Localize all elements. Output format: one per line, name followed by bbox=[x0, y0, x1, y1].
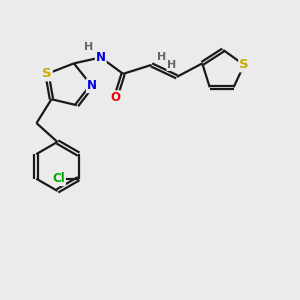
Text: N: N bbox=[87, 79, 97, 92]
Text: S: S bbox=[42, 68, 52, 80]
Text: S: S bbox=[239, 58, 249, 71]
Text: H: H bbox=[84, 42, 93, 52]
Text: Cl: Cl bbox=[52, 172, 65, 185]
Text: H: H bbox=[157, 52, 167, 61]
Text: O: O bbox=[111, 91, 121, 104]
Text: N: N bbox=[96, 51, 106, 64]
Text: H: H bbox=[167, 61, 176, 70]
